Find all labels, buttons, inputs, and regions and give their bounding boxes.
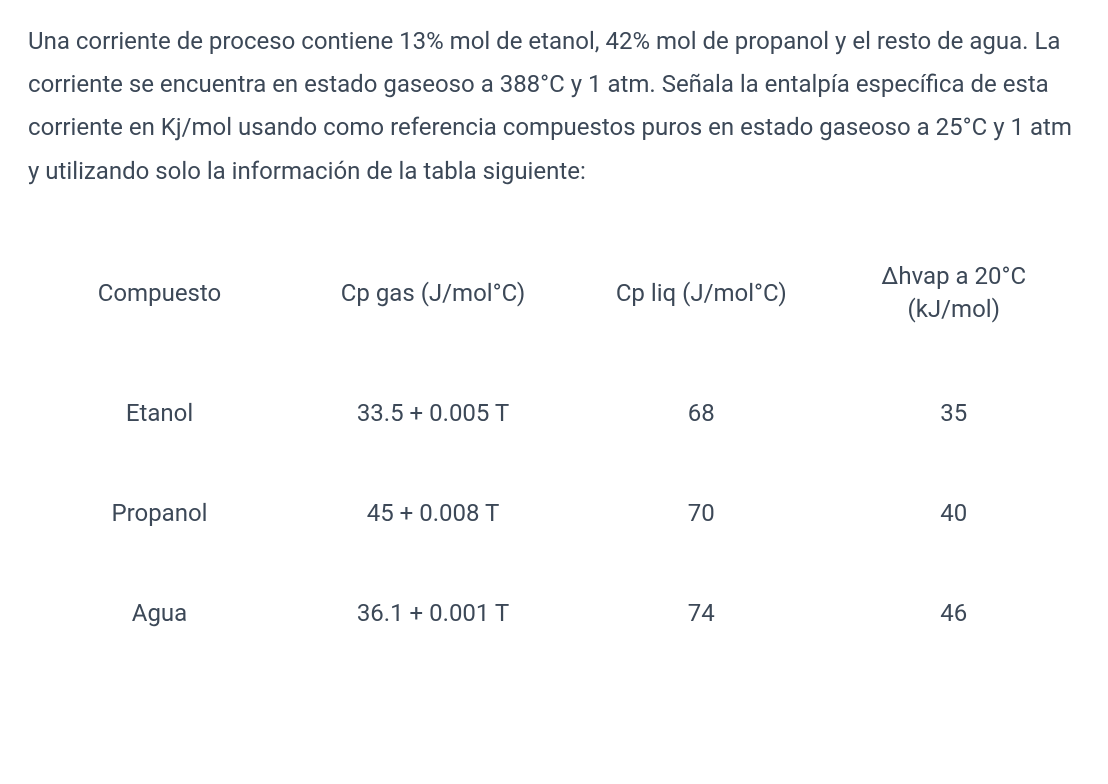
header-hvap-line1: Δhvap a 20°C: [881, 262, 1026, 290]
cell-hvap: 35: [828, 333, 1081, 463]
cell-compound: Agua: [28, 563, 291, 663]
data-table: Compuesto Cp gas (J/mol°C) Cp liq (J/mol…: [28, 253, 1080, 663]
cell-compound: Etanol: [28, 333, 291, 463]
cell-cp-gas: 33.5 + 0.005 T: [291, 333, 575, 463]
header-compound: Compuesto: [28, 253, 291, 333]
header-cp-gas: Cp gas (J/mol°C): [291, 253, 575, 333]
problem-statement: Una corriente de proceso contiene 13% mo…: [28, 20, 1080, 193]
cell-hvap: 46: [828, 563, 1081, 663]
document-container: Una corriente de proceso contiene 13% mo…: [0, 0, 1108, 703]
table-row: Agua 36.1 + 0.001 T 74 46: [28, 563, 1080, 663]
header-hvap-line2: (kJ/mol): [908, 295, 1000, 323]
cell-cp-liq: 68: [575, 333, 827, 463]
table-header-row: Compuesto Cp gas (J/mol°C) Cp liq (J/mol…: [28, 253, 1080, 333]
cell-cp-gas: 45 + 0.008 T: [291, 463, 575, 563]
cell-cp-liq: 70: [575, 463, 827, 563]
cell-cp-gas: 36.1 + 0.001 T: [291, 563, 575, 663]
table-row: Etanol 33.5 + 0.005 T 68 35: [28, 333, 1080, 463]
cell-compound: Propanol: [28, 463, 291, 563]
cell-cp-liq: 74: [575, 563, 827, 663]
header-hvap: Δhvap a 20°C (kJ/mol): [828, 253, 1081, 333]
header-cp-liq: Cp liq (J/mol°C): [575, 253, 827, 333]
cell-hvap: 40: [828, 463, 1081, 563]
table-row: Propanol 45 + 0.008 T 70 40: [28, 463, 1080, 563]
